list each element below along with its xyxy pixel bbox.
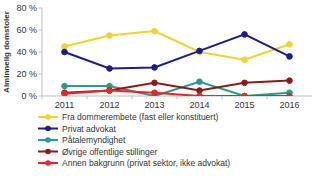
- series-marker: [152, 80, 158, 86]
- y-tick-label: 60 %: [16, 25, 37, 35]
- series-line: [65, 82, 290, 96]
- y-tick-label: 80 %: [16, 3, 37, 13]
- series-line: [65, 91, 290, 97]
- y-tick-label: 0 %: [21, 91, 37, 101]
- y-tick-label: 20 %: [16, 69, 37, 79]
- y-axis-label: Alminnelig domstoler: [2, 11, 11, 93]
- x-tick: [177, 96, 178, 99]
- series-marker: [242, 57, 248, 63]
- series-marker: [107, 88, 113, 94]
- y-tick-label: 40 %: [16, 47, 37, 57]
- x-tick-label: 2015: [234, 100, 254, 110]
- series-marker: [152, 90, 158, 96]
- series-marker: [242, 80, 248, 86]
- series-marker: [152, 28, 158, 34]
- series-line: [65, 34, 290, 68]
- series-marker: [62, 44, 68, 50]
- series-marker: [197, 88, 203, 94]
- x-tick: [42, 96, 43, 99]
- series-marker: [62, 49, 68, 55]
- legend-label: Privat advokat: [62, 124, 116, 134]
- legend-label: Påtalemyndighet: [62, 135, 126, 145]
- legend-marker: [45, 137, 51, 143]
- series-marker: [242, 93, 248, 96]
- legend-label: Fra dommerembete (fast eller konstituert…: [62, 112, 219, 122]
- legend-label: Annen bakgrunn (privat sektor, ikke advo…: [62, 158, 230, 168]
- series-marker: [287, 54, 293, 60]
- series-line: [65, 31, 290, 60]
- series-marker: [287, 78, 293, 84]
- legend-marker: [45, 114, 51, 120]
- series-marker: [62, 91, 68, 96]
- y-axis: [42, 8, 43, 96]
- x-tick-label: 2016: [279, 100, 299, 110]
- series-marker: [197, 93, 203, 96]
- x-tick-label: 2013: [144, 100, 164, 110]
- series-marker: [287, 42, 293, 48]
- series-marker: [62, 83, 68, 89]
- x-tick-label: 2012: [99, 100, 119, 110]
- series-marker: [107, 33, 113, 39]
- plot-area: [62, 28, 293, 96]
- x-tick: [267, 96, 268, 99]
- series-marker: [197, 48, 203, 54]
- series-marker: [152, 65, 158, 71]
- legend-marker: [45, 160, 51, 166]
- legend-marker: [45, 126, 51, 132]
- series-marker: [242, 93, 248, 96]
- series-marker: [107, 66, 113, 72]
- legend-label: Øvrige offentlige stillinger: [62, 147, 157, 157]
- series-marker: [287, 93, 293, 96]
- series-marker: [107, 88, 113, 94]
- series-marker: [242, 32, 248, 38]
- x-tick-label: 2011: [55, 100, 74, 110]
- legend-marker: [45, 149, 51, 155]
- series-marker: [197, 79, 203, 85]
- x-tick: [132, 96, 133, 99]
- chart: 0 % 20 % 40 % 60 % 80 % Alminnelig domstoler 2…: [0, 0, 318, 176]
- x-tick: [222, 96, 223, 99]
- x-tick: [87, 96, 88, 99]
- x-tick-label: 2014: [189, 100, 209, 110]
